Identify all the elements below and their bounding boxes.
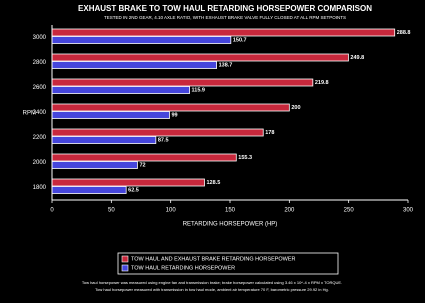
legend-swatch (121, 264, 129, 272)
bar (51, 103, 290, 112)
chart-title: EXHAUST BRAKE TO TOW HAUL RETARDING HORS… (78, 4, 372, 13)
x-tick-label: 150 (225, 208, 236, 214)
legend-label: TOW HAUL AND EXHAUST BRAKE RETARDING HOR… (131, 256, 296, 262)
value-label: 155.3 (238, 155, 252, 161)
footnote: Tow haul horsepower measured with transm… (95, 287, 329, 292)
bar (51, 153, 237, 162)
x-tick-label: 300 (403, 208, 414, 214)
value-label: 138.7 (219, 62, 233, 68)
bar (51, 161, 138, 169)
value-label: 288.8 (397, 30, 411, 36)
value-label: 99 (171, 112, 177, 118)
x-axis-label: RETARDING HORSEPOWER (HP) (183, 222, 278, 228)
value-label: 200 (291, 105, 300, 111)
y-tick-label: 2200 (33, 135, 47, 141)
bar (51, 136, 157, 144)
x-tick-label: 100 (166, 208, 177, 214)
chart-subtitle: TESTED IN 2ND GEAR, 4.10 AXLE RATIO, WIT… (104, 15, 346, 20)
legend-box (117, 252, 339, 275)
y-tick-label: 1800 (33, 185, 47, 191)
bar (51, 36, 232, 44)
bar (51, 53, 349, 62)
legend-swatch (121, 255, 129, 263)
value-label: 115.9 (192, 87, 205, 93)
bar (51, 61, 217, 69)
bar (51, 111, 170, 119)
value-label: 62.5 (128, 187, 139, 193)
value-label: 219.8 (315, 80, 329, 86)
bar (51, 128, 264, 137)
bar (51, 186, 127, 194)
value-label: 72 (139, 162, 145, 168)
y-tick-label: 2600 (33, 85, 47, 91)
x-tick-label: 250 (344, 208, 355, 214)
bar (51, 28, 396, 37)
y-axis-label: RPM (23, 111, 36, 117)
bar (51, 178, 205, 187)
y-tick-label: 2800 (33, 60, 47, 66)
y-tick-label: 2400 (33, 110, 47, 116)
value-label: 178 (265, 130, 274, 136)
value-label: 150.7 (233, 37, 247, 43)
y-tick-label: 3000 (33, 35, 47, 41)
x-tick-label: 50 (108, 208, 115, 214)
x-tick-label: 200 (284, 208, 295, 214)
bar (51, 78, 314, 87)
legend-label: TOW HAUL RETARDING HORSEPOWER (131, 265, 235, 271)
bar (51, 86, 190, 94)
value-label: 249.8 (350, 55, 364, 61)
value-label: 128.5 (206, 180, 220, 186)
value-label: 87.5 (158, 137, 169, 143)
y-tick-label: 2000 (33, 160, 47, 166)
footnote: Tow haul horsepower was measured using e… (82, 280, 342, 285)
x-tick-label: 0 (50, 208, 54, 214)
